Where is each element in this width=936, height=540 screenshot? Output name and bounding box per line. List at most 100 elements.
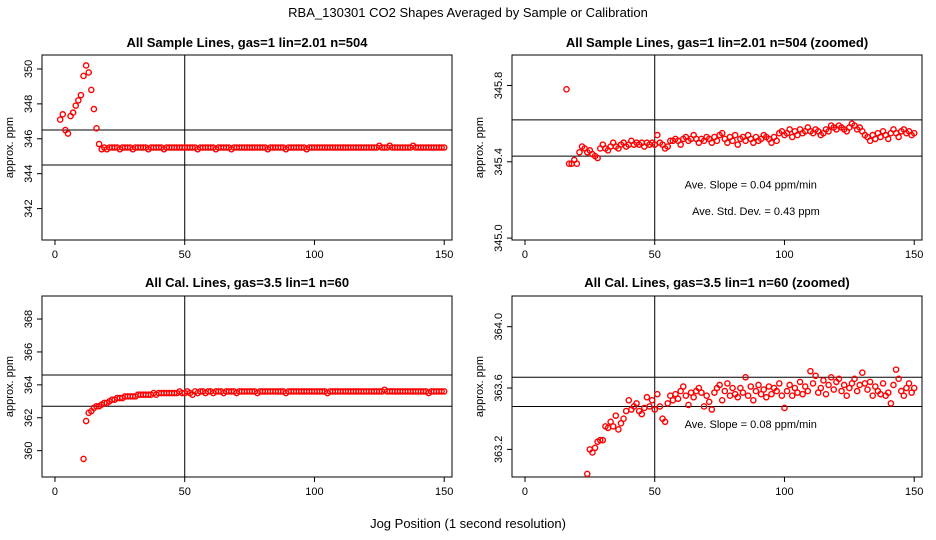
- data-point: [796, 378, 804, 386]
- data-point: [563, 86, 570, 93]
- y-tick-label: 345.4: [493, 148, 505, 176]
- data-point: [643, 393, 651, 401]
- x-tick-label: 100: [305, 486, 323, 498]
- data-point: [664, 400, 671, 407]
- data-point: [835, 375, 843, 383]
- data-point: [775, 380, 783, 387]
- data-point: [778, 392, 786, 400]
- data-point: [890, 381, 897, 389]
- data-point: [677, 141, 684, 148]
- data-point: [565, 160, 573, 168]
- data-point: [729, 384, 736, 392]
- plot-frame: [511, 54, 923, 241]
- data-point: [85, 69, 93, 76]
- data-point: [765, 383, 773, 390]
- data-point: [869, 392, 876, 400]
- y-tick-label: 360: [23, 441, 35, 459]
- annotation-text: Ave. Slope = 0.04 ppm/min: [685, 180, 817, 192]
- data-point: [910, 129, 918, 137]
- data-point: [615, 426, 622, 433]
- data-point: [648, 397, 656, 404]
- main-title: RBA_130301 CO2 Shapes Averaged by Sample…: [288, 5, 648, 20]
- x-tick-label: 150: [435, 486, 453, 498]
- y-tick-label: 364: [23, 376, 35, 394]
- data-point: [56, 116, 64, 123]
- data-point: [794, 389, 801, 396]
- data-point: [438, 144, 445, 151]
- panel-title: All Sample Lines, gas=1 lin=2.01 n=504: [127, 35, 369, 50]
- data-point: [72, 102, 80, 109]
- data-point: [440, 144, 448, 151]
- data-point: [861, 380, 869, 387]
- data-point: [895, 133, 902, 141]
- panel-title: All Cal. Lines, gas=3.5 lin=1 n=60: [145, 275, 349, 290]
- data-point: [64, 130, 72, 137]
- annotation-text: Ave. Std. Dev. = 0.43 ppm: [692, 206, 820, 218]
- x-tick-label: 0: [522, 486, 528, 498]
- x-tick-label: 150: [905, 249, 923, 261]
- y-tick-label: 362: [23, 409, 35, 427]
- data-point: [747, 383, 755, 390]
- x-tick-label: 50: [649, 486, 661, 498]
- data-point: [809, 380, 817, 387]
- y-tick-label: 348: [23, 95, 35, 113]
- x-tick-label: 0: [52, 249, 58, 261]
- data-point: [612, 412, 620, 419]
- data-point: [838, 387, 845, 395]
- data-point: [820, 377, 827, 384]
- data-point: [825, 127, 832, 135]
- data-point: [82, 62, 90, 69]
- data-point: [817, 384, 825, 392]
- y-tick-label: 342: [23, 199, 35, 217]
- data-point: [599, 436, 607, 444]
- data-point: [664, 143, 671, 150]
- data-point: [573, 160, 581, 168]
- data-point: [768, 390, 775, 398]
- data-point: [726, 392, 734, 400]
- data-point: [594, 154, 601, 162]
- data-point: [718, 129, 726, 137]
- plot-frame: [41, 295, 453, 478]
- y-axis-label: approx. ppm: [474, 356, 486, 417]
- data-point: [661, 418, 669, 426]
- data-point: [879, 380, 887, 387]
- data-point: [840, 381, 848, 389]
- data-point: [905, 380, 913, 387]
- x-tick-label: 150: [905, 486, 923, 498]
- data-point: [788, 133, 796, 141]
- data-point: [656, 403, 664, 410]
- data-point: [591, 444, 599, 452]
- data-point: [90, 105, 98, 113]
- data-point: [93, 125, 100, 132]
- x-tick-label: 50: [179, 249, 191, 261]
- data-point: [843, 392, 851, 400]
- data-point: [651, 406, 659, 413]
- data-point: [866, 378, 874, 386]
- y-tick-label: 345.8: [493, 72, 505, 100]
- data-point: [812, 372, 819, 380]
- data-point: [853, 387, 861, 395]
- data-point: [763, 393, 770, 401]
- data-point: [825, 381, 832, 389]
- y-axis-label: approx. ppm: [4, 117, 16, 178]
- y-tick-label: 363.6: [493, 374, 505, 402]
- x-axis-caption: Jog Position (1 second resolution): [370, 516, 566, 531]
- data-point: [895, 375, 902, 383]
- data-point: [77, 91, 85, 99]
- data-point: [887, 400, 895, 407]
- data-point: [721, 387, 729, 395]
- x-tick-label: 50: [649, 249, 661, 261]
- data-point: [788, 392, 796, 400]
- y-axis-label: approx. ppm: [474, 117, 486, 178]
- y-tick-label: 345.0: [493, 224, 505, 252]
- data-point: [804, 387, 812, 395]
- data-point: [910, 384, 918, 392]
- data-point: [583, 470, 591, 478]
- data-point: [773, 137, 780, 145]
- panel-title: All Sample Lines, gas=1 lin=2.01 n=504 (…: [566, 35, 868, 50]
- data-point: [773, 387, 780, 395]
- data-point: [713, 137, 721, 145]
- y-tick-label: 346: [23, 130, 35, 148]
- data-point: [80, 72, 87, 80]
